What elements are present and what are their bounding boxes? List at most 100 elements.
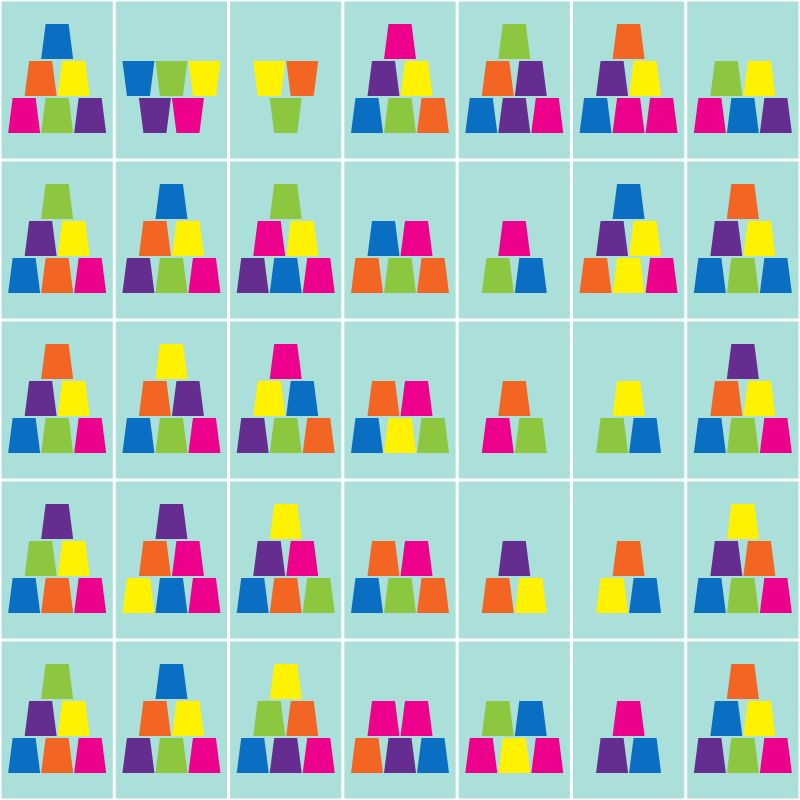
cup: [171, 701, 204, 736]
card: [344, 321, 456, 479]
cup: [743, 541, 776, 576]
cup: [138, 541, 171, 576]
cup: [188, 258, 221, 293]
cup: [122, 418, 155, 453]
cup: [41, 344, 74, 379]
cup: [629, 221, 662, 256]
cup: [269, 418, 302, 453]
card: [687, 641, 799, 799]
cup: [629, 61, 662, 96]
cup: [384, 98, 416, 133]
cup: [514, 418, 547, 453]
cup: [286, 701, 319, 736]
cup: [171, 541, 204, 576]
cup: [74, 578, 107, 613]
cup: [759, 258, 792, 293]
cup: [41, 578, 74, 613]
cup: [269, 738, 302, 773]
cup: [531, 98, 564, 133]
card: [115, 641, 228, 799]
cup: [579, 258, 612, 293]
cup: [155, 418, 188, 453]
cup: [498, 24, 531, 59]
cup: [710, 381, 743, 416]
cup: [367, 61, 400, 96]
cup: [498, 221, 531, 256]
cup: [596, 738, 629, 773]
card: [344, 161, 456, 319]
cup: [24, 221, 57, 256]
card-background: [687, 1, 799, 159]
cup: [24, 701, 57, 736]
cup: [188, 578, 221, 613]
cup: [269, 344, 302, 379]
cup: [74, 258, 107, 293]
cup: [236, 258, 269, 293]
card: [572, 321, 685, 479]
cup: [155, 504, 188, 539]
card-background: [344, 641, 456, 799]
card-background: [344, 321, 456, 479]
cup: [138, 221, 171, 256]
cup: [74, 418, 107, 453]
cup: [612, 98, 645, 133]
card: [230, 1, 342, 159]
cup: [122, 258, 155, 293]
cup: [612, 258, 645, 293]
card: [230, 321, 342, 479]
cup: [269, 664, 302, 699]
card-background: [344, 161, 456, 319]
cup: [57, 221, 90, 256]
cup: [188, 418, 221, 453]
cup: [481, 701, 514, 736]
cup: [155, 344, 188, 379]
card: [687, 161, 799, 319]
cup: [514, 578, 547, 613]
card: [687, 321, 799, 479]
cup: [481, 61, 514, 96]
cup: [384, 738, 416, 773]
cup: [726, 418, 759, 453]
cup: [612, 381, 645, 416]
cup: [24, 61, 57, 96]
card: [115, 321, 228, 479]
cup: [400, 61, 433, 96]
card: [1, 1, 113, 159]
cup: [612, 184, 645, 219]
cup: [122, 61, 155, 96]
card: [115, 161, 228, 319]
cup: [498, 98, 531, 133]
card: [458, 161, 570, 319]
cup: [253, 701, 286, 736]
card: [572, 1, 685, 159]
cup: [629, 738, 662, 773]
cup: [302, 418, 335, 453]
cup: [41, 418, 74, 453]
card: [572, 641, 685, 799]
cup: [693, 258, 726, 293]
cup: [514, 61, 547, 96]
cup: [759, 578, 792, 613]
card: [572, 481, 685, 639]
cup: [155, 578, 188, 613]
cup: [155, 61, 188, 96]
cup: [269, 258, 302, 293]
cup: [384, 578, 416, 613]
card: [344, 1, 456, 159]
cup: [726, 738, 759, 773]
cup: [8, 578, 41, 613]
cup: [498, 381, 531, 416]
cup: [710, 701, 743, 736]
cup: [8, 738, 41, 773]
cup: [8, 418, 41, 453]
cup: [417, 738, 449, 773]
card: [115, 1, 228, 159]
cup: [481, 578, 514, 613]
cup: [155, 184, 188, 219]
cup: [74, 738, 107, 773]
card-background: [458, 641, 570, 799]
cup: [41, 98, 74, 133]
cup: [726, 578, 759, 613]
cup: [171, 98, 204, 133]
cup: [269, 578, 302, 613]
